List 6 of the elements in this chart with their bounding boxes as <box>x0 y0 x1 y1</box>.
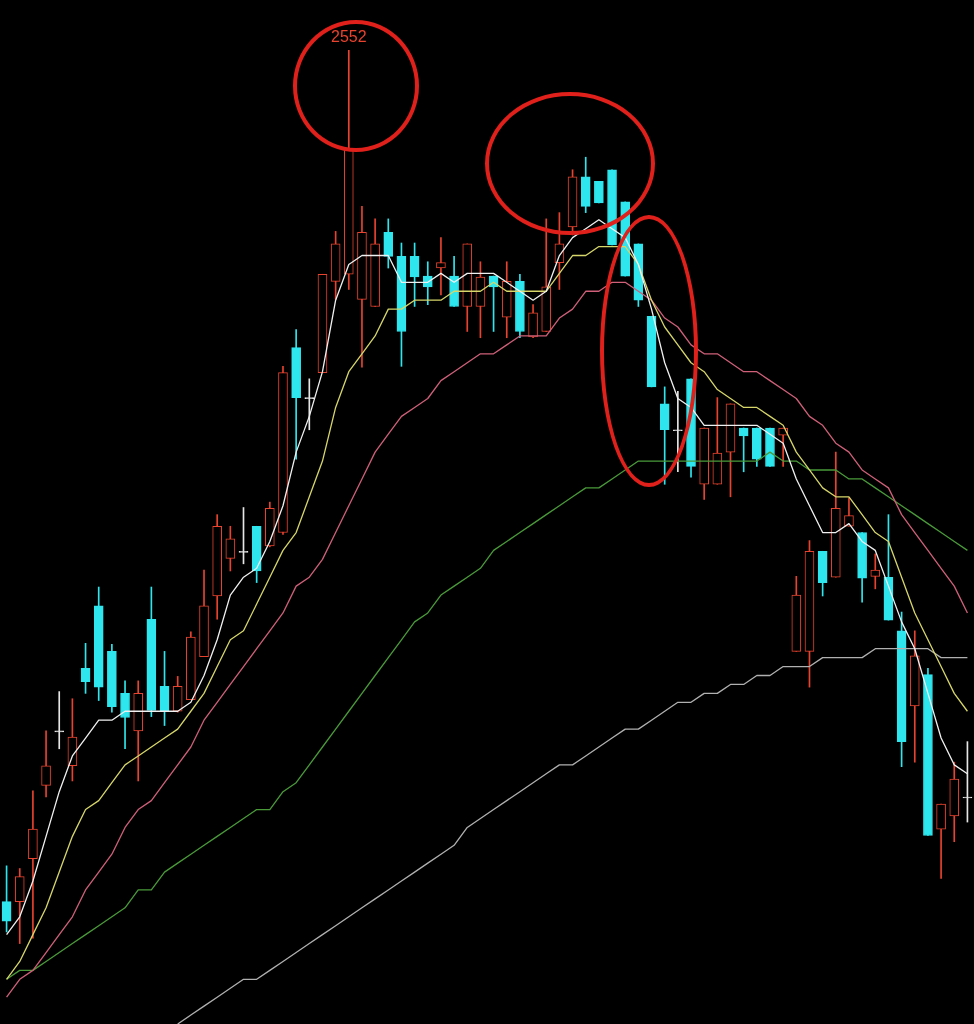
candlestick <box>28 790 38 939</box>
candlestick <box>54 691 65 750</box>
candlestick <box>870 553 881 590</box>
annotation: 2552 <box>331 28 367 46</box>
candlestick <box>436 237 446 296</box>
candlestick <box>673 391 683 473</box>
